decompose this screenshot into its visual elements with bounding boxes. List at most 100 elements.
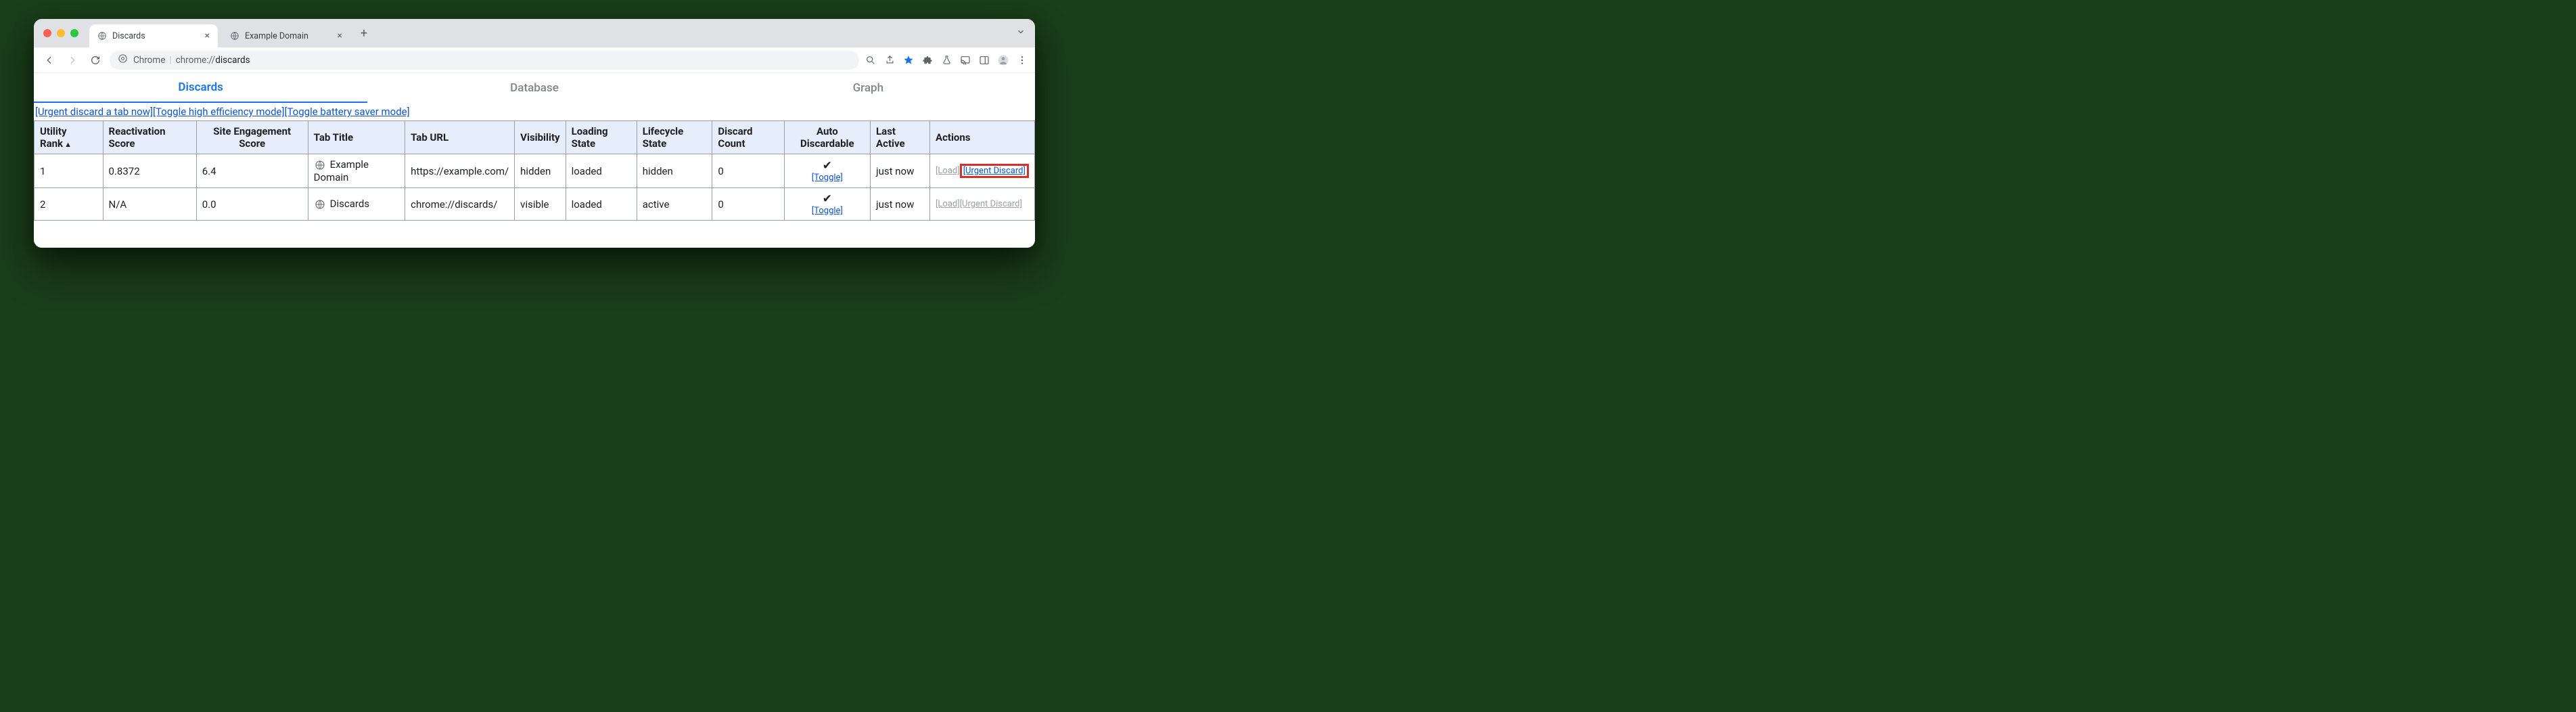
back-arrow-icon: [44, 55, 55, 66]
urgent-discard-link[interactable]: [Urgent Discard]: [963, 166, 1026, 176]
labs-button[interactable]: [940, 54, 952, 66]
cell-loading-state: loaded: [566, 154, 637, 188]
cell-tab-url: https://example.com/: [405, 154, 515, 188]
cell-site-engagement-score: 6.4: [196, 154, 308, 188]
zoom-icon: [865, 55, 876, 66]
tab-discards[interactable]: Discards: [34, 73, 367, 103]
toolbar-right: [865, 54, 1028, 66]
tab-title: Discards: [112, 31, 200, 41]
extensions-button[interactable]: [921, 54, 934, 66]
cell-actions: [Load][Urgent Discard]: [929, 188, 1034, 221]
forward-button[interactable]: [64, 51, 81, 69]
col-tab-url[interactable]: Tab URL: [405, 121, 515, 154]
browser-toolbar: Chrome | chrome://discards: [34, 47, 1035, 73]
top-action-links: [Urgent discard a tab now][Toggle high e…: [34, 103, 1035, 120]
cell-auto-discardable: ✔[Toggle]: [784, 154, 870, 188]
cell-visibility: visible: [515, 188, 566, 221]
close-tab-button[interactable]: ×: [205, 30, 210, 41]
chevron-down-icon: [1016, 27, 1026, 37]
sort-asc-icon: ▲: [64, 140, 72, 149]
browser-tab[interactable]: Example Domain×: [222, 24, 350, 47]
table-row: 10.83726.4Example Domainhttps://example.…: [34, 154, 1035, 188]
omnibox-url-prefix: chrome://: [176, 55, 216, 66]
share-button[interactable]: [883, 54, 896, 66]
chrome-icon: [118, 53, 128, 66]
col-last-active[interactable]: Last Active: [871, 121, 930, 154]
cell-discard-count: 0: [712, 188, 784, 221]
star-icon: [903, 55, 914, 66]
auto-discardable-toggle-link[interactable]: [Toggle]: [790, 206, 865, 216]
cell-site-engagement-score: 0.0: [196, 188, 308, 221]
tab-database[interactable]: Database: [367, 73, 701, 103]
col-discard-count[interactable]: Discard Count: [712, 121, 784, 154]
cell-tab-title: Example Domain: [308, 154, 405, 188]
profile-button[interactable]: [997, 54, 1009, 66]
window-controls: [43, 29, 78, 37]
cell-reactivation-score: N/A: [103, 188, 196, 221]
globe-icon: [97, 31, 107, 41]
close-window-button[interactable]: [43, 29, 51, 37]
check-icon: ✔: [823, 192, 832, 206]
check-icon: ✔: [823, 159, 832, 173]
profile-icon: [997, 54, 1009, 66]
table-header-row: Utility Rank▲ Reactivation Score Site En…: [34, 121, 1035, 154]
page-content: Discards Database Graph [Urgent discard …: [34, 73, 1035, 248]
urgent-discard-link: [Urgent Discard]: [960, 199, 1022, 209]
forward-arrow-icon: [67, 55, 78, 66]
col-auto-discardable[interactable]: Auto Discardable: [784, 121, 870, 154]
toggle-high-efficiency-link[interactable]: [Toggle high efficiency mode]: [153, 106, 285, 118]
flask-icon: [942, 55, 952, 65]
cell-tab-title: Discards: [308, 188, 405, 221]
minimize-window-button[interactable]: [57, 29, 65, 37]
cell-reactivation-score: 0.8372: [103, 154, 196, 188]
col-lifecycle-state[interactable]: Lifecycle State: [637, 121, 712, 154]
menu-button[interactable]: [1016, 54, 1028, 66]
toggle-battery-saver-link[interactable]: [Toggle battery saver mode]: [284, 106, 409, 118]
cell-tab-url: chrome://discards/: [405, 188, 515, 221]
col-reactivation-score[interactable]: Reactivation Score: [103, 121, 196, 154]
cast-button[interactable]: [959, 54, 971, 66]
col-actions[interactable]: Actions: [929, 121, 1034, 154]
urgent-discard-now-link[interactable]: [Urgent discard a tab now]: [35, 106, 153, 118]
close-tab-button[interactable]: ×: [338, 30, 342, 41]
cell-last-active: just now: [871, 188, 930, 221]
table-row: 2N/A0.0Discardschrome://discards/visible…: [34, 188, 1035, 221]
address-bar[interactable]: Chrome | chrome://discards: [110, 51, 859, 70]
globe-icon: [314, 198, 326, 210]
globe-icon: [230, 31, 239, 41]
omnibox-url-path: discards: [215, 55, 250, 66]
cell-utility-rank: 2: [34, 188, 104, 221]
new-tab-button[interactable]: +: [354, 24, 373, 43]
maximize-window-button[interactable]: [70, 29, 78, 37]
cell-visibility: hidden: [515, 154, 566, 188]
side-panel-button[interactable]: [978, 54, 990, 66]
col-loading-state[interactable]: Loading State: [566, 121, 637, 154]
cell-utility-rank: 1: [34, 154, 104, 188]
bookmark-button[interactable]: [902, 54, 915, 66]
tab-strip: Discards×Example Domain× +: [34, 19, 1035, 47]
auto-discardable-toggle-link[interactable]: [Toggle]: [790, 173, 865, 183]
discards-table: Utility Rank▲ Reactivation Score Site En…: [34, 120, 1035, 221]
reload-button[interactable]: [87, 51, 104, 69]
col-utility-rank[interactable]: Utility Rank▲: [34, 121, 104, 154]
tab-search-button[interactable]: [1016, 27, 1026, 39]
puzzle-icon: [922, 55, 933, 66]
col-tab-title[interactable]: Tab Title: [308, 121, 405, 154]
back-button[interactable]: [41, 51, 58, 69]
zoom-button[interactable]: [865, 54, 877, 66]
browser-window: Discards×Example Domain× + Chrome | chro…: [34, 19, 1035, 248]
omnibox-separator: |: [169, 55, 171, 66]
cell-loading-state: loaded: [566, 188, 637, 221]
load-link: [Load]: [936, 166, 960, 176]
cell-lifecycle-state: hidden: [637, 154, 712, 188]
globe-icon: [314, 159, 326, 171]
omnibox-scheme-label: Chrome: [133, 55, 165, 66]
col-site-engagement-score[interactable]: Site Engagement Score: [196, 121, 308, 154]
browser-tab[interactable]: Discards ×: [89, 24, 218, 47]
side-panel-icon: [979, 55, 990, 66]
kebab-icon: [1017, 55, 1028, 66]
load-link: [Load]: [936, 199, 960, 209]
col-visibility[interactable]: Visibility: [515, 121, 566, 154]
share-icon: [885, 55, 895, 65]
tab-graph[interactable]: Graph: [702, 73, 1035, 103]
